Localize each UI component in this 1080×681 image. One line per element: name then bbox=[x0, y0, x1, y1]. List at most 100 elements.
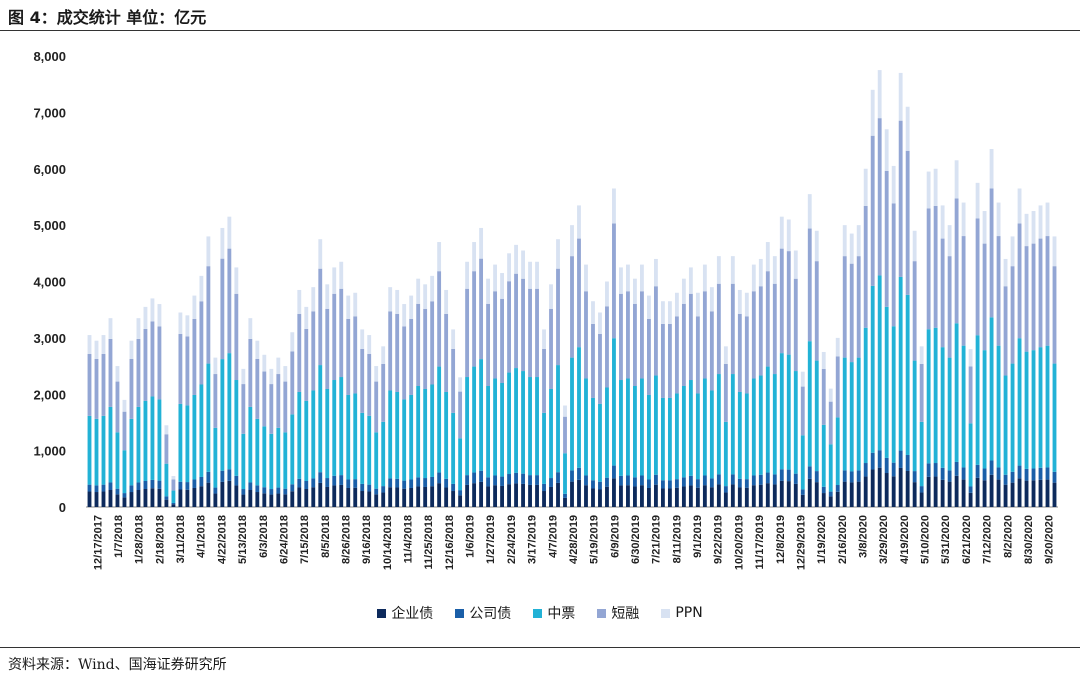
y-tick-label: 4,000 bbox=[33, 275, 66, 290]
bar-segment bbox=[723, 346, 728, 364]
bar-segment bbox=[681, 486, 686, 507]
bar-segment bbox=[381, 421, 386, 487]
bar-segment bbox=[716, 374, 721, 475]
bar-segment bbox=[122, 411, 127, 451]
bar-segment bbox=[129, 358, 134, 419]
bar-segment bbox=[688, 267, 693, 294]
bar-segment bbox=[465, 484, 470, 507]
bar-segment bbox=[730, 283, 735, 375]
bar-segment bbox=[912, 471, 917, 483]
bar-segment bbox=[919, 486, 924, 493]
bar-segment bbox=[94, 340, 99, 359]
bar-segment bbox=[653, 474, 658, 485]
x-tick-label: 9/16/2018 bbox=[361, 515, 373, 564]
bar-segment bbox=[248, 318, 253, 339]
bar-segment bbox=[758, 258, 763, 287]
bar-segment bbox=[702, 264, 707, 292]
bar-segment bbox=[933, 476, 938, 507]
bar-segment bbox=[185, 489, 190, 507]
bar-segment bbox=[772, 474, 777, 485]
bar-segment bbox=[87, 335, 92, 354]
bar-segment bbox=[786, 481, 791, 507]
bar-segment bbox=[360, 483, 365, 492]
bar-segment bbox=[395, 478, 400, 488]
bar-segment bbox=[388, 311, 393, 391]
bar-segment bbox=[108, 318, 113, 339]
bar-segment bbox=[549, 478, 553, 487]
bar-segment bbox=[136, 318, 141, 339]
bar-segment bbox=[702, 485, 707, 507]
bar-segment bbox=[933, 205, 938, 328]
bar-segment bbox=[528, 261, 532, 289]
bar-segment bbox=[283, 488, 288, 495]
bar-segment bbox=[542, 412, 546, 484]
x-tick-label: 6/24/2018 bbox=[278, 515, 290, 564]
bar-segment bbox=[178, 333, 183, 404]
x-tick-label: 5/31/2020 bbox=[940, 515, 952, 564]
bar-segment bbox=[681, 303, 686, 386]
bar-segment bbox=[528, 288, 532, 378]
legend-swatch bbox=[377, 608, 387, 618]
bar-segment bbox=[919, 346, 924, 364]
bar-segment bbox=[150, 396, 155, 480]
bar-segment bbox=[514, 244, 518, 274]
x-tick-label: 11/4/2018 bbox=[403, 515, 415, 563]
bar-segment bbox=[856, 225, 861, 257]
bar-segment bbox=[234, 293, 239, 381]
bar-segment bbox=[248, 482, 253, 490]
bar-segment bbox=[877, 275, 882, 451]
bar-segment bbox=[968, 423, 973, 487]
bar-segment bbox=[877, 118, 882, 276]
bar-segment bbox=[353, 487, 358, 507]
bar-segment bbox=[262, 493, 267, 507]
bar-segment bbox=[674, 487, 679, 507]
bar-segment bbox=[954, 198, 959, 324]
bar-segment bbox=[325, 284, 330, 309]
bar-segment bbox=[723, 492, 728, 507]
x-tick-label: 1/6/2019 bbox=[465, 515, 477, 558]
bar-segment bbox=[856, 481, 861, 507]
bar-segment bbox=[793, 278, 798, 372]
y-tick-label: 0 bbox=[59, 500, 66, 515]
bar-segment bbox=[437, 242, 442, 272]
bar-segment bbox=[772, 256, 777, 284]
bar-segment bbox=[297, 289, 302, 314]
bar-segment bbox=[1003, 474, 1008, 485]
bar-segment bbox=[772, 374, 777, 475]
bar-segment bbox=[947, 256, 952, 358]
bar-segment bbox=[514, 472, 518, 484]
bar-segment bbox=[514, 368, 518, 473]
bar-segment bbox=[493, 378, 498, 476]
bar-segment bbox=[647, 318, 651, 395]
bar-segment bbox=[185, 405, 190, 483]
x-tick-label: 12/29/2019 bbox=[796, 515, 808, 570]
bar-segment bbox=[751, 475, 756, 486]
bar-segment bbox=[905, 294, 910, 455]
bar-segment bbox=[402, 399, 407, 481]
bar-segment bbox=[199, 384, 204, 477]
bar-segment bbox=[122, 450, 127, 494]
bar-segment bbox=[877, 450, 882, 468]
bar-segment bbox=[374, 432, 379, 489]
bar-segment bbox=[695, 393, 700, 480]
bar-segment bbox=[947, 481, 952, 507]
x-tick-label: 1/28/2018 bbox=[134, 515, 146, 564]
x-tick-label: 12/16/2018 bbox=[444, 515, 456, 570]
bar-segment bbox=[479, 481, 484, 507]
bar-segment bbox=[493, 264, 498, 292]
bar-segment bbox=[954, 160, 959, 199]
bar-segment bbox=[591, 323, 595, 398]
bar-segment bbox=[507, 484, 511, 507]
bar-segment bbox=[472, 366, 477, 473]
bar-segment bbox=[192, 479, 197, 488]
bar-segment bbox=[1010, 236, 1015, 267]
bar-segment bbox=[1045, 467, 1050, 480]
bar-segment bbox=[660, 323, 665, 398]
bar-segment bbox=[800, 435, 805, 490]
bar-segment bbox=[444, 487, 449, 507]
bar-segment bbox=[779, 469, 784, 481]
legend-swatch bbox=[597, 608, 607, 618]
bar-segment bbox=[912, 230, 917, 262]
bar-segment bbox=[737, 391, 742, 479]
bar-segment bbox=[297, 391, 302, 479]
